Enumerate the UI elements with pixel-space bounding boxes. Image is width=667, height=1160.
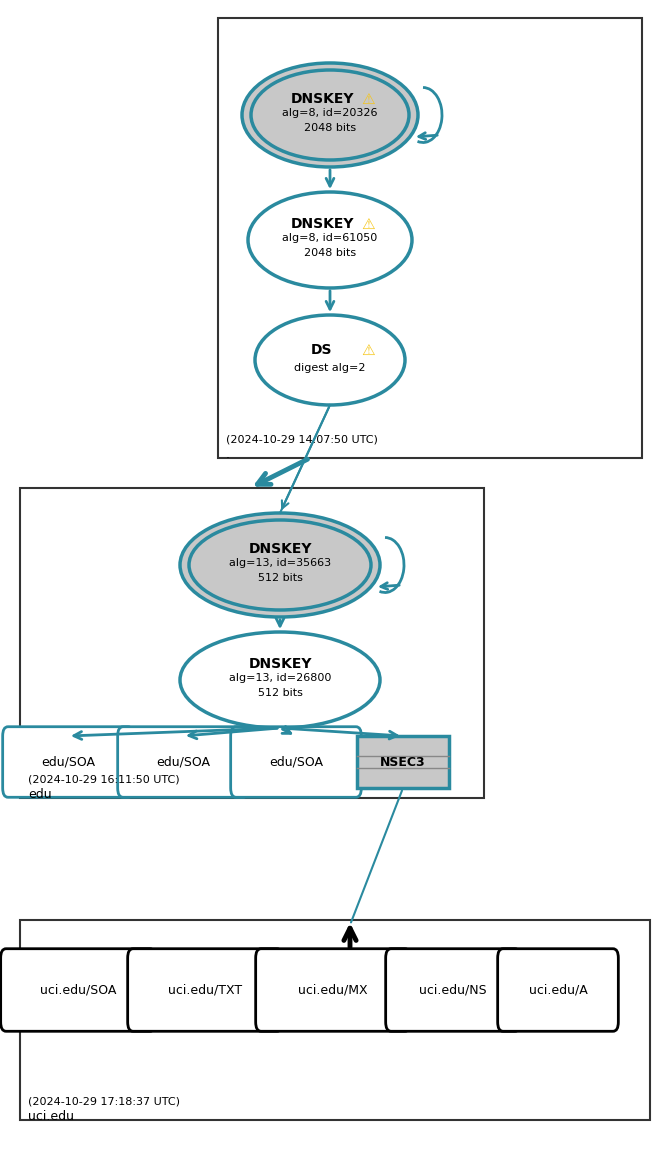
Text: (2024-10-29 17:18:37 UTC): (2024-10-29 17:18:37 UTC) xyxy=(28,1096,180,1105)
Ellipse shape xyxy=(248,193,412,288)
Text: uci.edu/A: uci.edu/A xyxy=(529,984,588,996)
Text: DNSKEY: DNSKEY xyxy=(290,217,354,231)
FancyBboxPatch shape xyxy=(357,735,449,788)
Text: .: . xyxy=(226,448,230,461)
Text: DNSKEY: DNSKEY xyxy=(248,542,311,556)
Text: uci.edu/TXT: uci.edu/TXT xyxy=(168,984,242,996)
FancyBboxPatch shape xyxy=(498,949,618,1031)
FancyBboxPatch shape xyxy=(20,488,484,798)
Text: uci.edu: uci.edu xyxy=(28,1110,74,1123)
FancyBboxPatch shape xyxy=(117,726,248,797)
Text: 2048 bits: 2048 bits xyxy=(304,123,356,133)
Text: alg=13, id=35663: alg=13, id=35663 xyxy=(229,558,331,568)
FancyBboxPatch shape xyxy=(386,949,520,1031)
FancyBboxPatch shape xyxy=(20,920,650,1121)
Text: (2024-10-29 14:07:50 UTC): (2024-10-29 14:07:50 UTC) xyxy=(226,434,378,444)
FancyBboxPatch shape xyxy=(231,726,362,797)
Ellipse shape xyxy=(251,70,409,160)
FancyBboxPatch shape xyxy=(255,949,410,1031)
Text: edu: edu xyxy=(28,788,51,802)
Text: digest alg=2: digest alg=2 xyxy=(294,363,366,374)
Text: uci.edu/NS: uci.edu/NS xyxy=(419,984,487,996)
Text: 512 bits: 512 bits xyxy=(257,688,302,698)
Text: ⚠: ⚠ xyxy=(362,217,375,232)
Text: 2048 bits: 2048 bits xyxy=(304,248,356,258)
Ellipse shape xyxy=(255,316,405,405)
Ellipse shape xyxy=(180,632,380,728)
Ellipse shape xyxy=(189,520,371,610)
FancyBboxPatch shape xyxy=(127,949,282,1031)
Text: ⚠: ⚠ xyxy=(362,342,375,357)
FancyBboxPatch shape xyxy=(3,726,133,797)
Text: NSEC3: NSEC3 xyxy=(380,755,426,769)
Text: (2024-10-29 16:11:50 UTC): (2024-10-29 16:11:50 UTC) xyxy=(28,774,179,784)
Text: edu/SOA: edu/SOA xyxy=(269,755,323,769)
Text: DS: DS xyxy=(311,343,333,357)
Text: 512 bits: 512 bits xyxy=(257,573,302,583)
Ellipse shape xyxy=(180,513,380,617)
FancyBboxPatch shape xyxy=(1,949,155,1031)
Text: DNSKEY: DNSKEY xyxy=(248,657,311,670)
Text: ⚠: ⚠ xyxy=(362,92,375,107)
Text: alg=8, id=20326: alg=8, id=20326 xyxy=(282,108,378,118)
Text: edu/SOA: edu/SOA xyxy=(41,755,95,769)
Ellipse shape xyxy=(242,63,418,167)
Text: edu/SOA: edu/SOA xyxy=(156,755,210,769)
Text: uci.edu/SOA: uci.edu/SOA xyxy=(40,984,116,996)
Text: alg=8, id=61050: alg=8, id=61050 xyxy=(282,233,378,242)
Text: DNSKEY: DNSKEY xyxy=(290,92,354,106)
Text: alg=13, id=26800: alg=13, id=26800 xyxy=(229,673,331,683)
Text: uci.edu/MX: uci.edu/MX xyxy=(298,984,368,996)
FancyBboxPatch shape xyxy=(218,19,642,458)
